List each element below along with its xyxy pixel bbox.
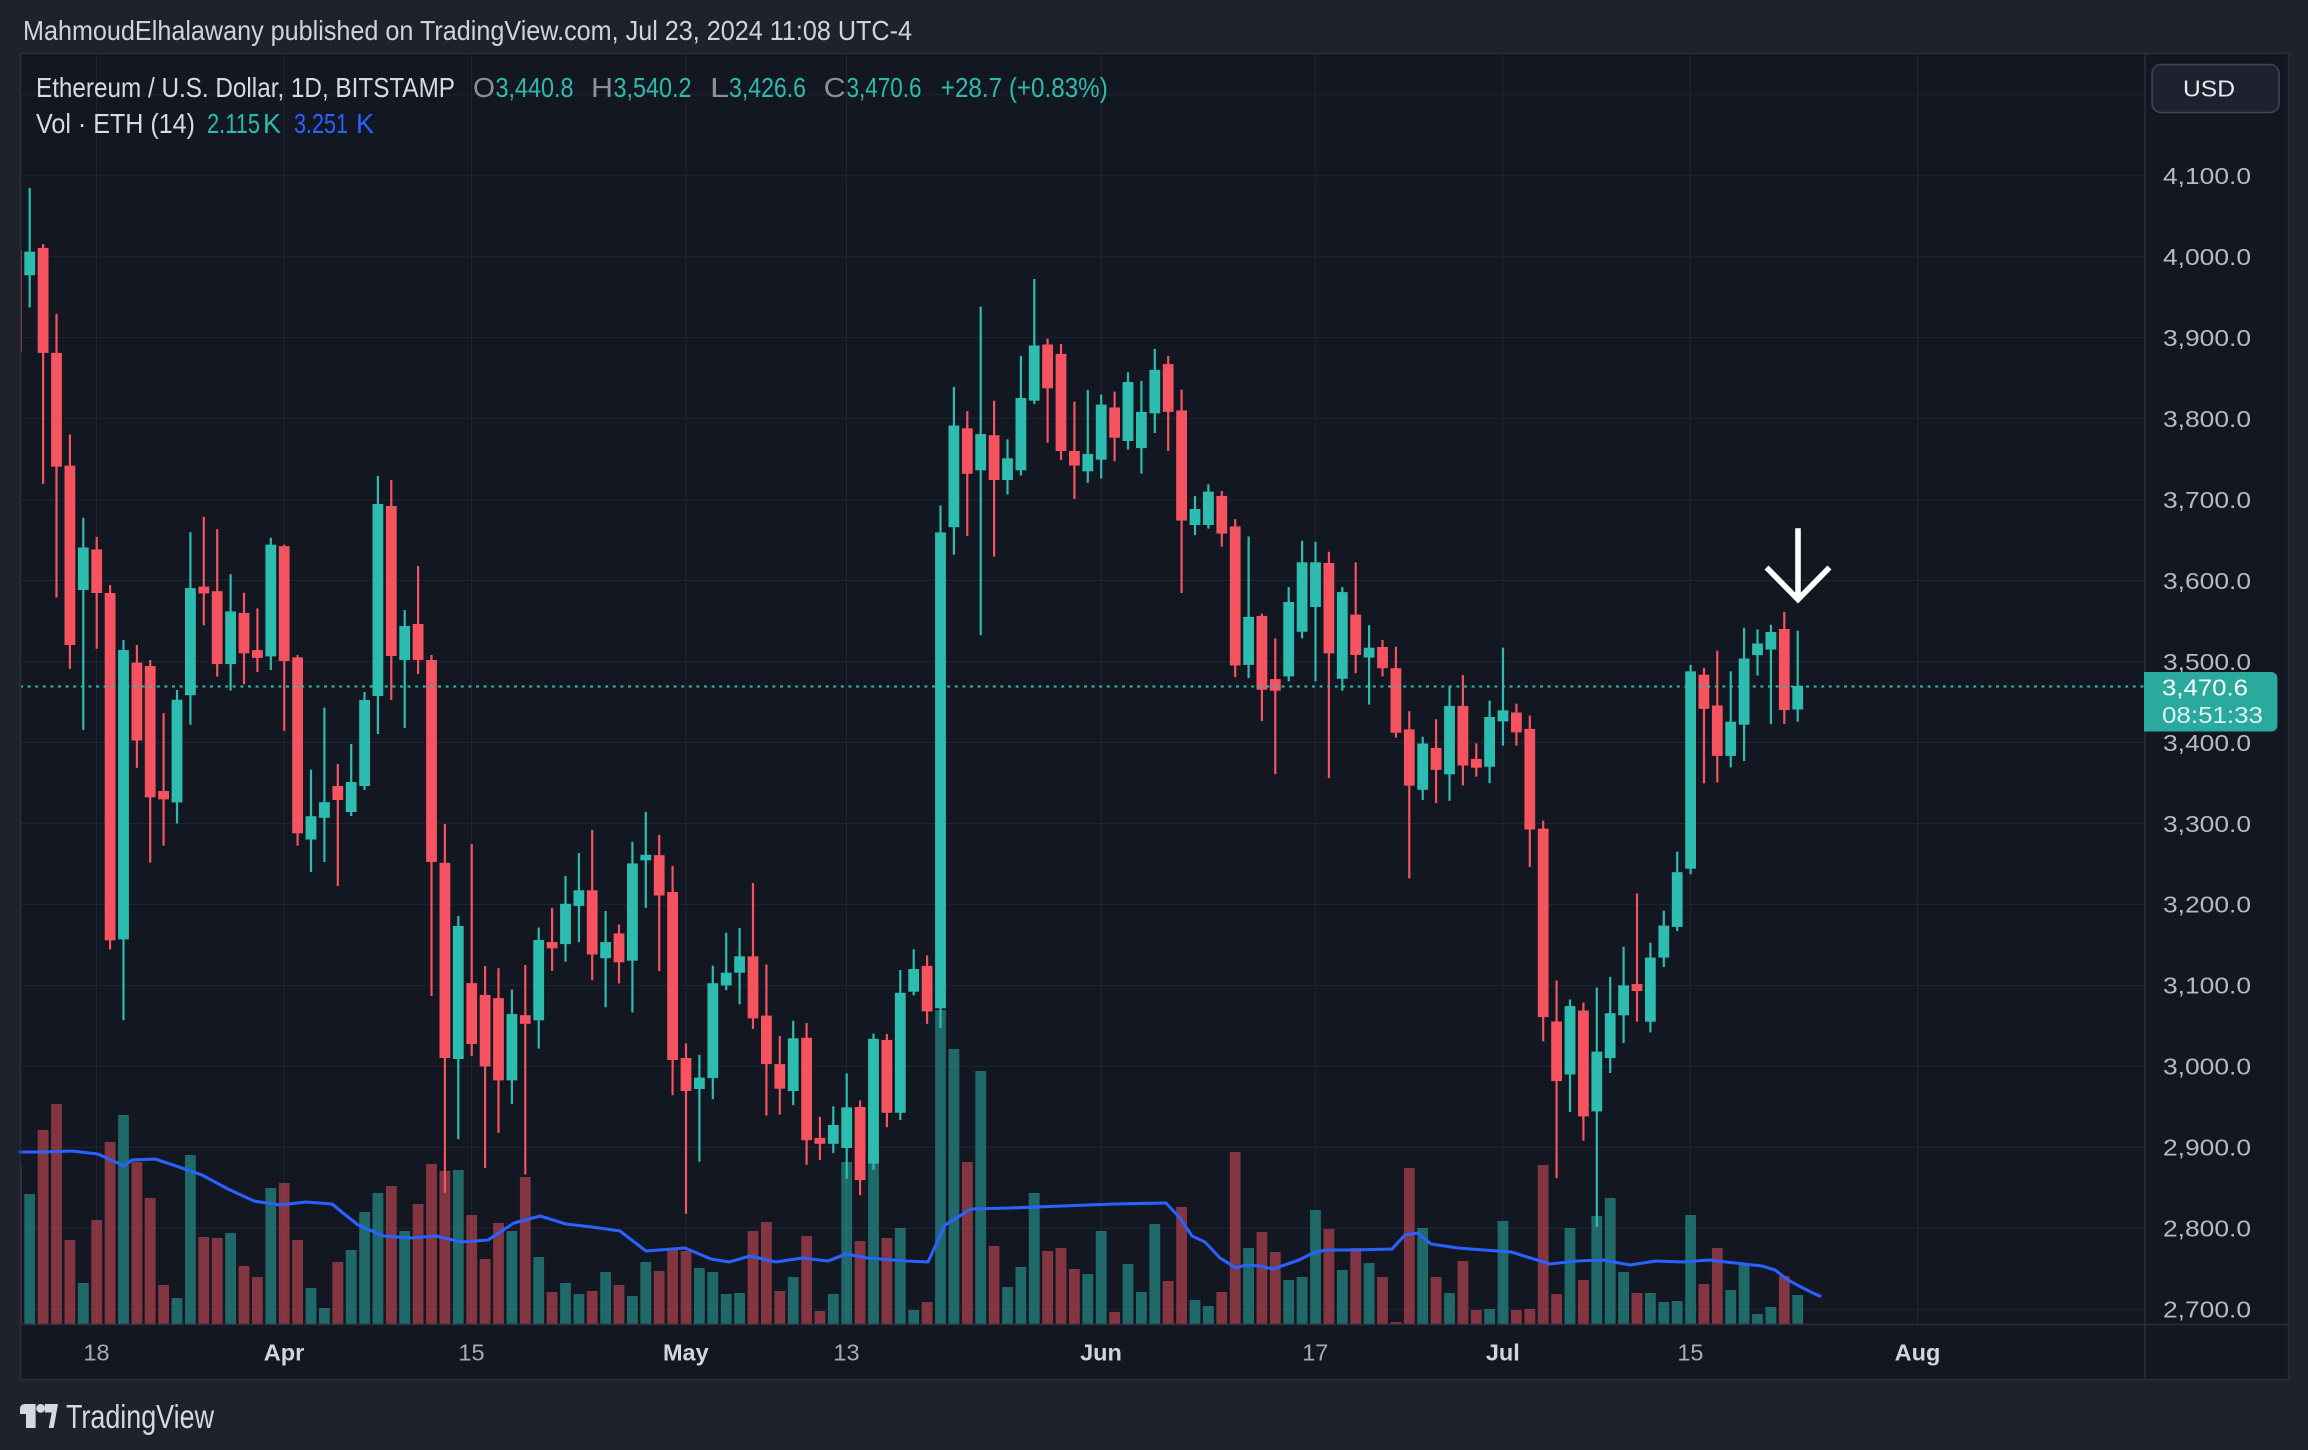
svg-text:17: 17	[1302, 1340, 1328, 1366]
svg-text:Ethereum / U.S. Dollar, 1D, BI: Ethereum / U.S. Dollar, 1D, BITSTAMP	[36, 72, 455, 103]
svg-text:3,470.6: 3,470.6	[2162, 675, 2248, 701]
svg-text:3,700.0: 3,700.0	[2163, 487, 2251, 513]
svg-text:Aug: Aug	[1895, 1340, 1941, 1366]
svg-text:4,100.0: 4,100.0	[2163, 163, 2251, 189]
svg-text:3,426.6: 3,426.6	[729, 72, 806, 103]
svg-text:3,100.0: 3,100.0	[2163, 973, 2251, 999]
svg-text:Apr: Apr	[264, 1340, 304, 1366]
svg-text:3,300.0: 3,300.0	[2163, 811, 2251, 837]
svg-text:Vol · ETH (14): Vol · ETH (14)	[36, 108, 195, 139]
svg-text:3,000.0: 3,000.0	[2163, 1054, 2251, 1080]
svg-text:3,470.6: 3,470.6	[847, 72, 922, 103]
svg-text:3,440.8: 3,440.8	[496, 72, 574, 103]
svg-text:TradingView: TradingView	[66, 1399, 215, 1436]
svg-text:2.115: 2.115	[207, 108, 260, 139]
svg-text:3.251: 3.251	[294, 108, 348, 139]
svg-text:H: H	[591, 72, 613, 103]
svg-text:Jul: Jul	[1486, 1340, 1520, 1366]
svg-text:+28.7 (+0.83%): +28.7 (+0.83%)	[941, 72, 1108, 103]
svg-text:4,000.0: 4,000.0	[2163, 244, 2251, 270]
svg-text:2,700.0: 2,700.0	[2163, 1297, 2251, 1323]
svg-text:3,200.0: 3,200.0	[2163, 892, 2251, 918]
svg-text:MahmoudElhalawany published on: MahmoudElhalawany published on TradingVi…	[23, 15, 912, 46]
svg-text:2,900.0: 2,900.0	[2163, 1135, 2251, 1161]
svg-text:USD: USD	[2183, 76, 2235, 102]
svg-text:K: K	[263, 108, 281, 139]
svg-text:L: L	[710, 72, 729, 103]
svg-text:3,540.2: 3,540.2	[614, 72, 692, 103]
svg-text:3,800.0: 3,800.0	[2163, 406, 2251, 432]
svg-text:15: 15	[458, 1340, 484, 1366]
svg-text:15: 15	[1677, 1340, 1703, 1366]
svg-text:3,400.0: 3,400.0	[2163, 730, 2251, 756]
svg-text:3,900.0: 3,900.0	[2163, 325, 2251, 351]
svg-text:K: K	[356, 108, 374, 139]
svg-text:2,800.0: 2,800.0	[2163, 1216, 2251, 1242]
svg-text:18: 18	[83, 1340, 109, 1366]
svg-text:3,600.0: 3,600.0	[2163, 568, 2251, 594]
svg-text:3,500.0: 3,500.0	[2163, 649, 2251, 675]
svg-text:O: O	[473, 72, 495, 103]
svg-text:08:51:33: 08:51:33	[2162, 702, 2263, 728]
svg-text:Jun: Jun	[1080, 1340, 1122, 1366]
svg-text:C: C	[824, 72, 846, 103]
svg-text:13: 13	[833, 1340, 859, 1366]
svg-text:May: May	[663, 1340, 709, 1366]
